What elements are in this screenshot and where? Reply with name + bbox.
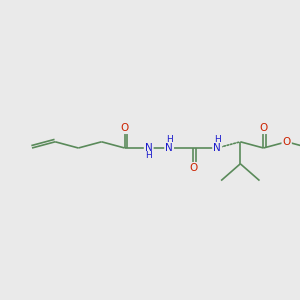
Text: N: N bbox=[145, 143, 153, 153]
Text: H: H bbox=[166, 136, 172, 145]
Text: O: O bbox=[189, 163, 197, 173]
Text: O: O bbox=[283, 137, 291, 147]
Text: O: O bbox=[260, 123, 268, 133]
Text: N: N bbox=[213, 143, 221, 153]
Text: N: N bbox=[165, 143, 173, 153]
Text: O: O bbox=[121, 123, 129, 133]
Text: H: H bbox=[146, 152, 152, 160]
Text: H: H bbox=[214, 136, 220, 145]
